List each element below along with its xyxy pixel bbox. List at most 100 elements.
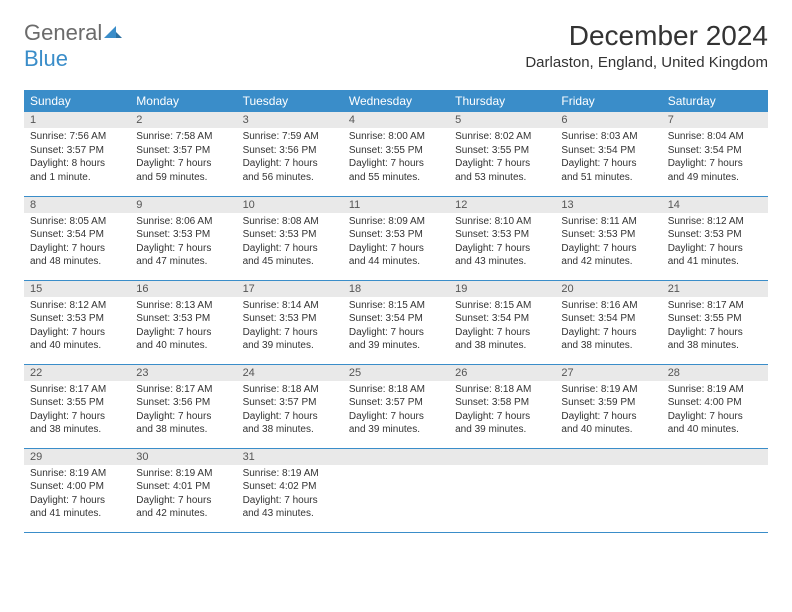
day-info: Sunrise: 8:18 AMSunset: 3:58 PMDaylight:…	[449, 381, 555, 439]
sunset-text: Sunset: 3:57 PM	[136, 144, 230, 158]
daylight-text: Daylight: 7 hours and 59 minutes.	[136, 157, 230, 184]
sunset-text: Sunset: 3:54 PM	[349, 312, 443, 326]
sunrise-text: Sunrise: 8:00 AM	[349, 130, 443, 144]
sunset-text: Sunset: 3:59 PM	[561, 396, 655, 410]
header: GeneralBlue December 2024 Darlaston, Eng…	[24, 20, 768, 72]
day-number: 29	[24, 449, 130, 465]
sunrise-text: Sunrise: 8:18 AM	[243, 383, 337, 397]
day-number: 26	[449, 365, 555, 381]
day-number: 25	[343, 365, 449, 381]
day-number: 4	[343, 112, 449, 128]
daylight-text: Daylight: 7 hours and 40 minutes.	[136, 326, 230, 353]
day-number: 1	[24, 112, 130, 128]
sunrise-text: Sunrise: 8:09 AM	[349, 215, 443, 229]
sunset-text: Sunset: 3:54 PM	[455, 312, 549, 326]
day-number	[555, 449, 661, 465]
day-number: 11	[343, 197, 449, 213]
title-block: December 2024 Darlaston, England, United…	[525, 20, 768, 71]
daylight-text: Daylight: 7 hours and 39 minutes.	[349, 326, 443, 353]
sunrise-text: Sunrise: 8:06 AM	[136, 215, 230, 229]
sunrise-text: Sunrise: 7:59 AM	[243, 130, 337, 144]
sunrise-text: Sunrise: 8:03 AM	[561, 130, 655, 144]
sunset-text: Sunset: 3:53 PM	[349, 228, 443, 242]
sunset-text: Sunset: 4:00 PM	[668, 396, 762, 410]
day-info: Sunrise: 8:00 AMSunset: 3:55 PMDaylight:…	[343, 128, 449, 186]
calendar-cell: 15Sunrise: 8:12 AMSunset: 3:53 PMDayligh…	[24, 280, 130, 364]
weekday-header: Saturday	[662, 90, 768, 112]
sunset-text: Sunset: 3:54 PM	[561, 144, 655, 158]
day-info: Sunrise: 8:09 AMSunset: 3:53 PMDaylight:…	[343, 213, 449, 271]
sunrise-text: Sunrise: 8:12 AM	[668, 215, 762, 229]
sunset-text: Sunset: 3:53 PM	[243, 228, 337, 242]
calendar-cell	[449, 448, 555, 532]
sunset-text: Sunset: 3:54 PM	[668, 144, 762, 158]
day-info: Sunrise: 8:19 AMSunset: 3:59 PMDaylight:…	[555, 381, 661, 439]
sunrise-text: Sunrise: 8:02 AM	[455, 130, 549, 144]
day-info: Sunrise: 8:19 AMSunset: 4:02 PMDaylight:…	[237, 465, 343, 523]
calendar-body: 1Sunrise: 7:56 AMSunset: 3:57 PMDaylight…	[24, 112, 768, 532]
day-number: 3	[237, 112, 343, 128]
day-number: 21	[662, 281, 768, 297]
day-info: Sunrise: 8:17 AMSunset: 3:56 PMDaylight:…	[130, 381, 236, 439]
logo: GeneralBlue	[24, 20, 122, 72]
daylight-text: Daylight: 7 hours and 41 minutes.	[30, 494, 124, 521]
daylight-text: Daylight: 7 hours and 38 minutes.	[243, 410, 337, 437]
day-info: Sunrise: 8:19 AMSunset: 4:00 PMDaylight:…	[662, 381, 768, 439]
daylight-text: Daylight: 7 hours and 41 minutes.	[668, 242, 762, 269]
weekday-header: Wednesday	[343, 90, 449, 112]
sunrise-text: Sunrise: 8:19 AM	[561, 383, 655, 397]
calendar-cell	[662, 448, 768, 532]
day-number	[449, 449, 555, 465]
day-info: Sunrise: 8:06 AMSunset: 3:53 PMDaylight:…	[130, 213, 236, 271]
sunset-text: Sunset: 3:53 PM	[668, 228, 762, 242]
sunset-text: Sunset: 3:53 PM	[243, 312, 337, 326]
day-number: 15	[24, 281, 130, 297]
sunset-text: Sunset: 3:53 PM	[561, 228, 655, 242]
day-number: 23	[130, 365, 236, 381]
page-title: December 2024	[525, 20, 768, 52]
sunrise-text: Sunrise: 8:17 AM	[668, 299, 762, 313]
calendar-row: 29Sunrise: 8:19 AMSunset: 4:00 PMDayligh…	[24, 448, 768, 532]
logo-general: General	[24, 20, 102, 45]
calendar-cell: 7Sunrise: 8:04 AMSunset: 3:54 PMDaylight…	[662, 112, 768, 196]
sunrise-text: Sunrise: 8:18 AM	[455, 383, 549, 397]
daylight-text: Daylight: 7 hours and 43 minutes.	[243, 494, 337, 521]
day-info: Sunrise: 8:08 AMSunset: 3:53 PMDaylight:…	[237, 213, 343, 271]
daylight-text: Daylight: 7 hours and 40 minutes.	[30, 326, 124, 353]
day-number: 6	[555, 112, 661, 128]
daylight-text: Daylight: 7 hours and 40 minutes.	[668, 410, 762, 437]
day-info: Sunrise: 8:18 AMSunset: 3:57 PMDaylight:…	[343, 381, 449, 439]
calendar-cell: 27Sunrise: 8:19 AMSunset: 3:59 PMDayligh…	[555, 364, 661, 448]
calendar-cell: 17Sunrise: 8:14 AMSunset: 3:53 PMDayligh…	[237, 280, 343, 364]
calendar-cell: 30Sunrise: 8:19 AMSunset: 4:01 PMDayligh…	[130, 448, 236, 532]
day-info: Sunrise: 8:11 AMSunset: 3:53 PMDaylight:…	[555, 213, 661, 271]
calendar-cell: 25Sunrise: 8:18 AMSunset: 3:57 PMDayligh…	[343, 364, 449, 448]
daylight-text: Daylight: 8 hours and 1 minute.	[30, 157, 124, 184]
day-number: 12	[449, 197, 555, 213]
sunset-text: Sunset: 3:56 PM	[243, 144, 337, 158]
calendar-cell: 2Sunrise: 7:58 AMSunset: 3:57 PMDaylight…	[130, 112, 236, 196]
day-number: 5	[449, 112, 555, 128]
day-number: 20	[555, 281, 661, 297]
day-info: Sunrise: 8:13 AMSunset: 3:53 PMDaylight:…	[130, 297, 236, 355]
day-number	[662, 449, 768, 465]
daylight-text: Daylight: 7 hours and 51 minutes.	[561, 157, 655, 184]
daylight-text: Daylight: 7 hours and 42 minutes.	[136, 494, 230, 521]
day-info: Sunrise: 8:04 AMSunset: 3:54 PMDaylight:…	[662, 128, 768, 186]
sunrise-text: Sunrise: 8:15 AM	[455, 299, 549, 313]
sunrise-text: Sunrise: 8:14 AM	[243, 299, 337, 313]
sunset-text: Sunset: 3:55 PM	[30, 396, 124, 410]
calendar-head: SundayMondayTuesdayWednesdayThursdayFrid…	[24, 90, 768, 112]
sunrise-text: Sunrise: 8:19 AM	[668, 383, 762, 397]
sunset-text: Sunset: 3:57 PM	[349, 396, 443, 410]
calendar-cell: 14Sunrise: 8:12 AMSunset: 3:53 PMDayligh…	[662, 196, 768, 280]
sunrise-text: Sunrise: 8:19 AM	[243, 467, 337, 481]
weekday-header: Monday	[130, 90, 236, 112]
calendar-cell: 10Sunrise: 8:08 AMSunset: 3:53 PMDayligh…	[237, 196, 343, 280]
calendar-cell: 6 Sunrise: 8:03 AMSunset: 3:54 PMDaylight…	[555, 112, 661, 196]
day-info: Sunrise: 8:14 AMSunset: 3:53 PMDaylight:…	[237, 297, 343, 355]
calendar-table: SundayMondayTuesdayWednesdayThursdayFrid…	[24, 90, 768, 533]
calendar-cell: 29Sunrise: 8:19 AMSunset: 4:00 PMDayligh…	[24, 448, 130, 532]
sunset-text: Sunset: 3:53 PM	[136, 312, 230, 326]
calendar-cell: 4Sunrise: 8:00 AMSunset: 3:55 PMDaylight…	[343, 112, 449, 196]
